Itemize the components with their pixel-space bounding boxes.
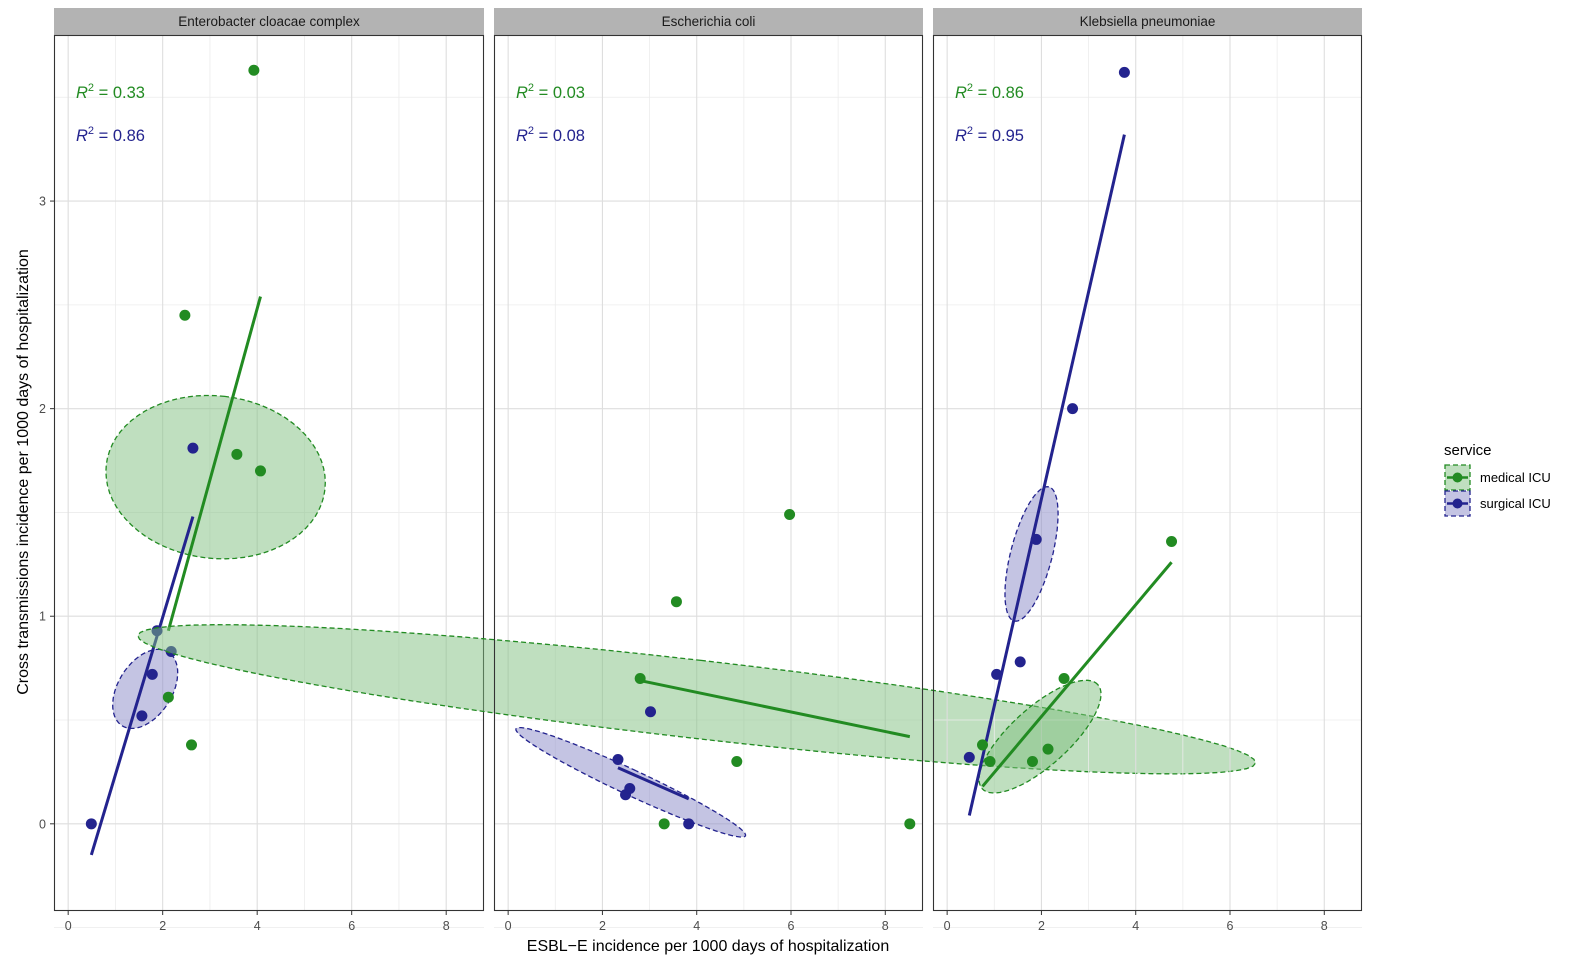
x-tick-label: 2: [599, 919, 606, 933]
confidence-ellipse: [112, 648, 179, 730]
data-point: [658, 818, 670, 830]
x-axis-title: ESBL−E incidence per 1000 days of hospit…: [527, 938, 889, 955]
data-point: [1030, 533, 1042, 545]
r-squared-label: R2 = 0.33: [76, 82, 145, 102]
confidence-ellipse: [1004, 486, 1059, 622]
data-point: [136, 710, 148, 722]
x-tick-label: 2: [159, 919, 166, 933]
panel-border: [932, 34, 1363, 912]
x-tick-label: 4: [254, 919, 261, 933]
legend-item: medical ICU: [1444, 464, 1551, 491]
facet-panel: Enterobacter cloacae complex R2 = 0.33 R2 …: [53, 8, 485, 929]
facet-panel: Klebsiella pneumoniae R2 = 0.86 R2 = 0.95: [932, 8, 1363, 929]
r-squared-label: R2 = 0.08: [516, 125, 585, 145]
data-point: [1166, 536, 1178, 548]
legend-label: surgical ICU: [1480, 496, 1551, 511]
data-point: [1014, 656, 1026, 668]
y-tick-label: 0: [39, 817, 46, 831]
data-point: [991, 668, 1003, 680]
x-tick-label: 4: [1132, 919, 1139, 933]
data-point: [984, 756, 996, 768]
data-point: [670, 596, 682, 608]
x-tick-label: 6: [788, 919, 795, 933]
data-point: [731, 756, 743, 768]
legend-label: medical ICU: [1480, 470, 1551, 485]
data-point: [248, 64, 260, 76]
data-point: [231, 448, 243, 460]
r-squared-label: R2 = 0.95: [955, 125, 1024, 145]
y-tick-label: 1: [39, 610, 46, 624]
facet-strip: [933, 8, 1362, 35]
x-tick-label: 8: [443, 919, 450, 933]
x-tick-label: 0: [505, 919, 512, 933]
r-squared-label: R2 = 0.03: [516, 82, 585, 102]
y-axis-ticks: 0 1 2 3: [39, 195, 54, 831]
confidence-ellipse: [105, 394, 326, 560]
data-point: [624, 783, 636, 795]
legend-key-point: [1452, 498, 1463, 509]
panel-border: [493, 34, 924, 912]
regression-line: [967, 134, 1126, 816]
legend-items: medical ICU surgical ICU: [1444, 464, 1551, 517]
data-point: [904, 818, 916, 830]
y-tick-label: 3: [39, 195, 46, 209]
y-axis-title: Cross transmissions incidence per 1000 d…: [15, 249, 32, 695]
data-point: [1042, 743, 1054, 755]
regression-line: [89, 516, 195, 856]
x-tick-label: 4: [693, 919, 700, 933]
data-point: [162, 691, 174, 703]
x-tick-label: 6: [348, 919, 355, 933]
legend: service medical ICU surgical ICU: [1444, 442, 1551, 517]
confidence-ellipse: [978, 679, 1102, 794]
data-point: [1026, 756, 1038, 768]
x-tick-label: 8: [882, 919, 889, 933]
data-point: [683, 818, 695, 830]
data-point: [186, 739, 198, 751]
legend-item: surgical ICU: [1444, 490, 1551, 517]
facet-strip: [54, 8, 484, 35]
x-tick-label: 0: [65, 919, 72, 933]
data-point: [612, 753, 624, 765]
facet-strip: [494, 8, 923, 35]
regression-line: [617, 766, 690, 801]
legend-title: service: [1444, 442, 1492, 459]
facets-layer: Enterobacter cloacae complex R2 = 0.33 R2 …: [53, 8, 1363, 929]
data-point: [187, 442, 199, 454]
data-point: [1118, 66, 1130, 78]
confidence-ellipse: [515, 726, 747, 838]
data-point: [784, 509, 796, 521]
facet-strip-title: Enterobacter cloacae complex: [178, 14, 360, 29]
r-squared-label: R2 = 0.86: [955, 82, 1024, 102]
data-point: [1067, 403, 1079, 415]
x-axis-ticks: 0 2 4 6 8 0 2 4 6 8 0 2 4 6 8: [65, 911, 1328, 933]
x-tick-label: 2: [1038, 919, 1045, 933]
y-tick-label: 2: [39, 402, 46, 416]
facet-strip-title: Klebsiella pneumoniae: [1080, 14, 1216, 29]
data-point: [1058, 673, 1070, 685]
legend-key-point: [1452, 472, 1463, 483]
x-tick-label: 8: [1321, 919, 1328, 933]
facet-strip-title: Escherichia coli: [662, 14, 756, 29]
data-point: [179, 309, 191, 321]
r-squared-label: R2 = 0.86: [76, 125, 145, 145]
regression-line: [981, 561, 1173, 788]
data-point: [85, 818, 97, 830]
regression-line: [639, 679, 911, 739]
panel-border: [53, 34, 485, 912]
data-point: [963, 751, 975, 763]
data-point: [254, 465, 266, 477]
data-point: [634, 673, 646, 685]
data-point: [645, 706, 657, 718]
x-tick-label: 6: [1227, 919, 1234, 933]
data-point: [977, 739, 988, 751]
regression-line: [166, 296, 262, 632]
data-point: [146, 668, 158, 680]
x-tick-label: 0: [944, 919, 951, 933]
facet-panel: Escherichia coli R2 = 0.03 R2 = 0.08: [137, 8, 1257, 929]
